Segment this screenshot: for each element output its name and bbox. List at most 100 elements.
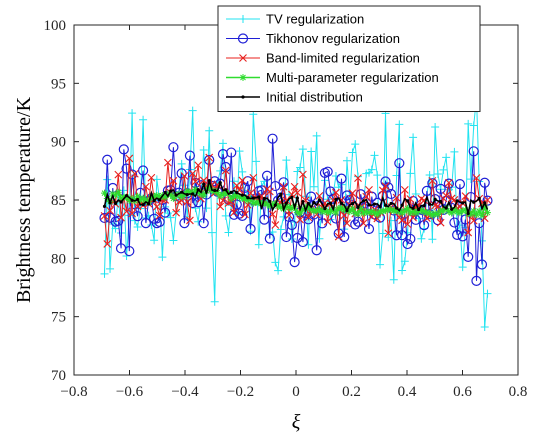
data-point <box>100 269 109 278</box>
data-point <box>239 74 247 81</box>
data-point <box>471 275 482 286</box>
data-point <box>412 209 420 217</box>
data-point <box>439 207 447 215</box>
data-point <box>191 192 195 196</box>
data-point <box>295 196 299 200</box>
data-point <box>469 121 478 130</box>
x-tick-label: 0.4 <box>398 384 417 400</box>
data-point <box>362 192 371 201</box>
data-point <box>183 187 191 195</box>
y-tick-label: 70 <box>51 368 66 384</box>
data-point <box>239 15 247 23</box>
legend-label: TV regularization <box>266 12 364 27</box>
data-point <box>193 197 204 208</box>
data-point <box>156 193 164 201</box>
data-point <box>128 194 136 202</box>
data-point <box>400 257 409 266</box>
data-point <box>469 216 478 225</box>
data-point <box>126 169 138 180</box>
data-point <box>391 230 402 241</box>
data-point <box>113 201 118 205</box>
data-point <box>108 201 112 205</box>
data-point <box>161 193 169 201</box>
data-point <box>461 206 469 214</box>
data-point <box>433 170 442 179</box>
data-point <box>230 208 238 217</box>
data-point <box>301 199 305 204</box>
data-point <box>400 203 404 207</box>
data-point <box>393 206 401 214</box>
data-point <box>186 188 194 196</box>
data-point <box>376 260 385 269</box>
data-point <box>222 189 230 197</box>
data-point <box>296 163 305 172</box>
legend-entry: TV regularization <box>226 12 364 27</box>
x-axis-label: ξ <box>292 411 301 433</box>
y-axis-label: Brightness temperature/K <box>13 96 35 303</box>
data-point <box>249 199 257 207</box>
data-point <box>233 192 241 200</box>
data-point <box>273 203 277 207</box>
data-point <box>262 196 266 201</box>
data-point <box>106 264 115 273</box>
data-point <box>423 209 431 217</box>
data-point <box>371 209 379 217</box>
data-point <box>478 211 486 219</box>
data-point <box>394 206 399 210</box>
data-point <box>331 172 340 181</box>
data-point <box>169 176 178 185</box>
data-point <box>121 163 132 174</box>
data-point <box>389 201 393 206</box>
legend-label: Initial distribution <box>266 90 363 105</box>
data-point <box>207 178 211 183</box>
data-point <box>409 207 417 215</box>
data-point <box>299 206 307 214</box>
data-point <box>328 201 333 205</box>
x-tick-label: 0.6 <box>453 384 472 400</box>
data-point <box>267 133 278 144</box>
data-point <box>130 169 139 178</box>
data-point <box>470 207 478 215</box>
data-point <box>307 147 316 156</box>
data-point <box>405 199 410 203</box>
data-point <box>235 147 244 156</box>
data-point <box>266 202 274 210</box>
data-point <box>268 210 277 219</box>
data-point <box>218 139 227 148</box>
data-point <box>284 201 288 205</box>
data-point <box>241 195 249 203</box>
data-point <box>356 205 360 210</box>
data-point <box>449 217 460 228</box>
x-tick-label: 0.2 <box>342 384 361 400</box>
data-point <box>183 197 192 206</box>
data-point <box>479 177 490 188</box>
data-point <box>431 209 439 217</box>
data-point <box>219 190 227 198</box>
data-point <box>134 192 142 200</box>
legend-entry: Initial distribution <box>226 90 363 105</box>
data-point <box>467 210 475 218</box>
data-point <box>362 208 370 216</box>
data-point <box>406 209 414 217</box>
data-point <box>405 233 416 245</box>
data-point <box>235 190 239 195</box>
data-point <box>147 193 155 201</box>
data-point <box>453 208 461 216</box>
data-point <box>160 207 171 218</box>
data-point <box>376 208 384 216</box>
data-point <box>150 236 159 245</box>
data-point <box>112 191 120 199</box>
data-point <box>456 209 464 217</box>
data-point <box>481 203 489 211</box>
data-point <box>426 209 434 217</box>
data-point <box>444 206 448 210</box>
data-point <box>381 182 390 190</box>
data-point <box>416 207 421 212</box>
data-point <box>373 210 381 218</box>
data-point <box>445 207 453 215</box>
data-point <box>427 178 438 189</box>
data-point <box>406 169 415 178</box>
legend-label: Band-limited regularization <box>266 51 420 66</box>
data-point <box>411 190 420 199</box>
data-point <box>101 189 109 197</box>
